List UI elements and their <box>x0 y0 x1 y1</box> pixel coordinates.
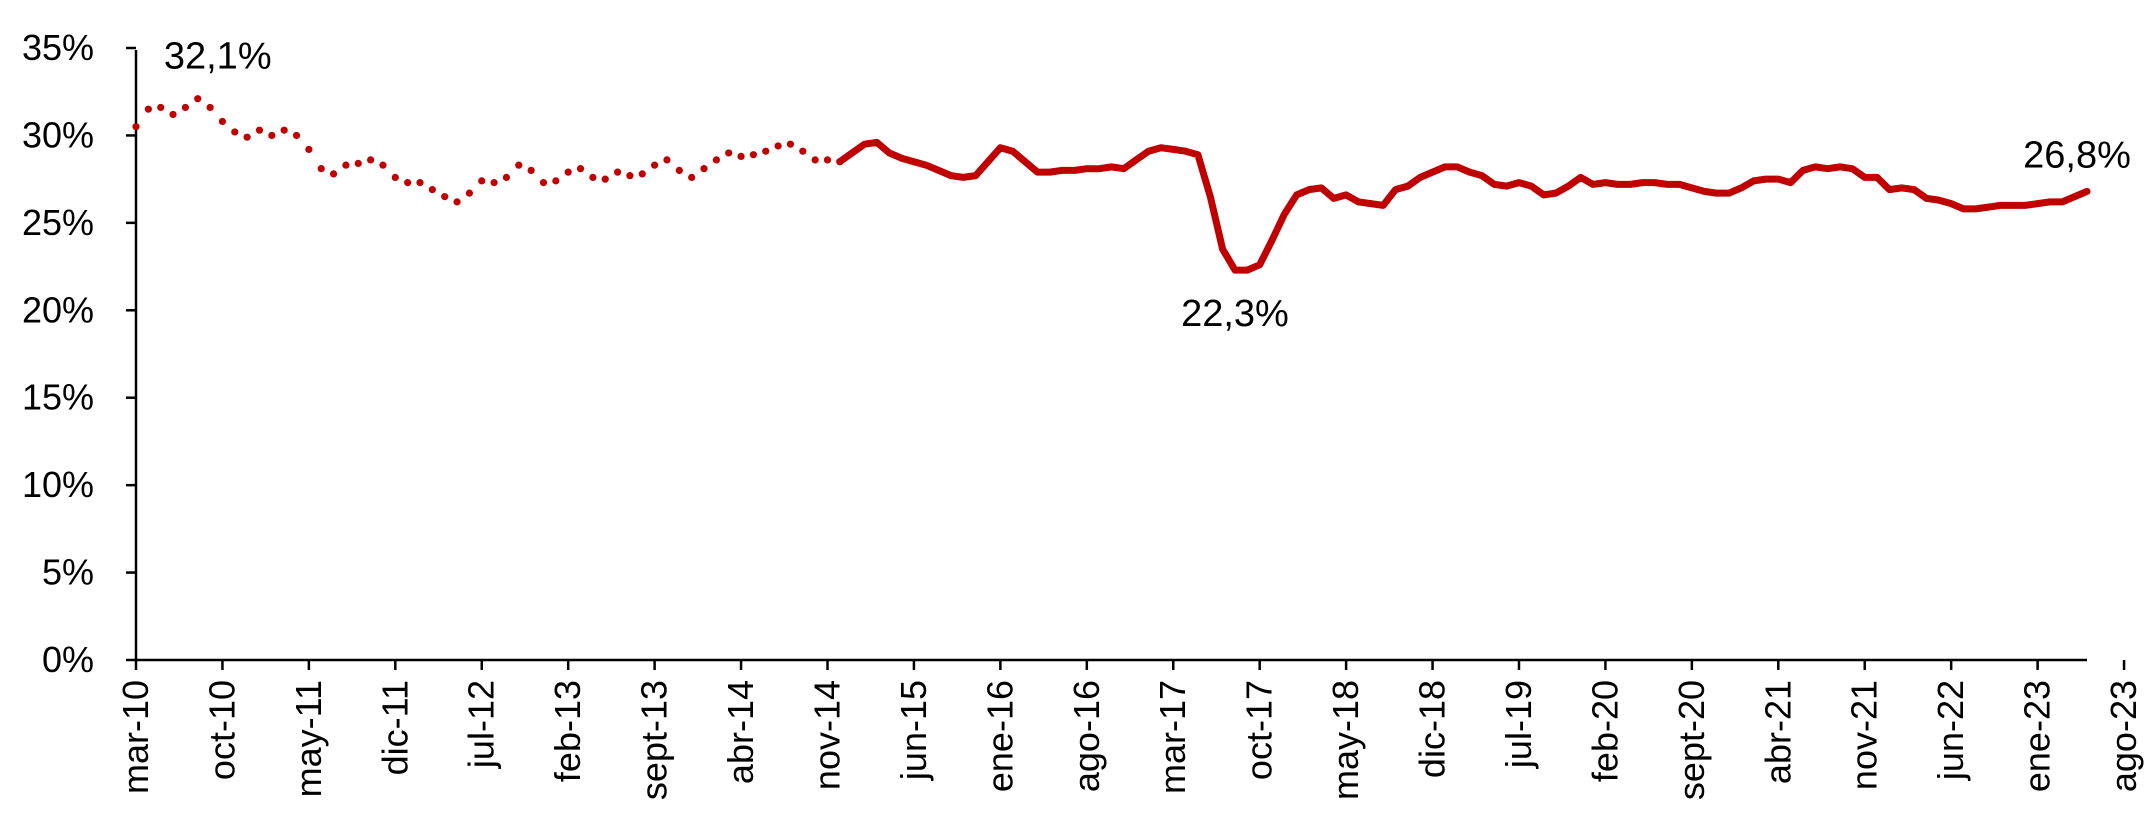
x-tick-label: oct-10 <box>201 680 242 780</box>
series-dotted-point <box>194 95 202 103</box>
y-tick-label: 10% <box>22 464 94 505</box>
series-dotted-point <box>255 126 264 134</box>
x-tick-label: may-11 <box>288 680 329 797</box>
y-tick-label: 0% <box>42 639 94 680</box>
x-tick-label: ago-16 <box>1066 680 1107 792</box>
series-dotted-point <box>206 103 214 112</box>
annotation-layer: 32,1% 22,3% 26,8% <box>164 36 2131 335</box>
series-dotted-point <box>700 165 708 173</box>
y-tick-label: 35% <box>22 27 94 68</box>
x-tick-label: feb-13 <box>547 680 588 782</box>
series-dotted-point <box>564 168 572 176</box>
series-dotted-point <box>354 159 362 168</box>
x-tick-label: nov-14 <box>806 680 847 790</box>
series-dotted-point <box>552 177 560 185</box>
series-layer <box>132 95 2091 274</box>
series-dotted-point <box>132 123 140 131</box>
x-tick-label: ene-16 <box>979 680 1020 792</box>
x-tick-label: jun-15 <box>893 680 934 781</box>
x-tick-label: abr-21 <box>1757 680 1798 784</box>
series-dotted-point <box>823 156 832 164</box>
series-dotted-point <box>181 103 189 112</box>
x-tick-label: sept-20 <box>1671 680 1712 800</box>
series-dotted-point <box>391 173 399 181</box>
x-tick-label: jun-22 <box>1930 680 1971 781</box>
x-axis-ticks: mar-10 oct-10 may-11 dic-11 jul-12 feb-13 sept… <box>115 660 2144 800</box>
y-tick-label: 30% <box>22 114 94 155</box>
series-dotted-point <box>268 131 276 140</box>
series-dotted-point <box>638 170 646 178</box>
x-tick-label: dic-11 <box>374 680 415 775</box>
series-dotted-point <box>416 179 424 187</box>
x-tick-label: abr-14 <box>720 680 761 784</box>
series-dotted-point <box>379 161 387 169</box>
series-dotted-point <box>490 179 498 187</box>
series-dotted-point <box>280 126 288 134</box>
series-dotted-point <box>613 168 622 176</box>
series-dotted-point <box>675 166 683 174</box>
series-dotted-point <box>515 161 523 169</box>
series-dotted-point <box>218 117 227 126</box>
series-dotted-point <box>342 161 350 169</box>
series-dotted-point <box>651 161 659 169</box>
x-tick-label: feb-20 <box>1584 680 1625 782</box>
series-dotted-point <box>453 198 461 206</box>
series-dotted-point <box>367 156 375 164</box>
series-solid-line <box>836 138 2091 274</box>
series-dotted-point <box>292 131 301 140</box>
series-dotted-point <box>737 152 745 161</box>
series-dotted-point <box>404 179 412 187</box>
y-axis-ticks: 0% 5% 10% 15% 20% 25% 30% 35% <box>22 27 136 680</box>
data-label: 26,8% <box>2023 134 2131 176</box>
series-dotted-point <box>231 128 239 136</box>
series-dotted-point <box>762 147 770 155</box>
series-dotted-point <box>144 105 152 113</box>
x-tick-label: sept-13 <box>634 680 675 800</box>
x-tick-label: nov-21 <box>1844 680 1885 790</box>
series-dotted-point <box>749 151 758 159</box>
series-dotted-point <box>539 179 548 187</box>
series-dotted-point <box>317 165 325 173</box>
x-tick-label: oct-17 <box>1239 680 1280 780</box>
series-dotted-point <box>589 173 597 181</box>
series-dotted-point <box>441 193 449 201</box>
series-dotted-point <box>786 140 795 148</box>
x-tick-label: ago-23 <box>2103 680 2144 792</box>
series-dotted-point <box>725 149 733 157</box>
series-dotted-point <box>688 173 696 181</box>
series-dotted-point <box>712 156 720 164</box>
series-dotted-point <box>576 165 585 173</box>
series-dotted-point <box>527 166 535 174</box>
x-tick-label: dic-18 <box>1412 680 1453 778</box>
series-dotted-point <box>601 175 609 183</box>
series-dotted-point <box>169 110 177 119</box>
series-dotted-point <box>305 145 313 154</box>
series-dotted-point <box>774 142 782 150</box>
y-tick-label: 5% <box>42 552 94 593</box>
x-tick-label: mar-10 <box>115 680 156 794</box>
series-dotted-point <box>811 156 819 164</box>
series-dotted-point <box>626 172 634 180</box>
x-tick-label: jul-19 <box>1498 680 1539 769</box>
y-tick-label: 20% <box>22 289 94 330</box>
series-dotted-point <box>478 177 486 185</box>
series-dotted-point <box>663 156 671 164</box>
y-tick-label: 25% <box>22 202 94 243</box>
x-tick-label: may-18 <box>1325 680 1366 800</box>
series-dotted-point <box>329 170 338 178</box>
series-dotted-point <box>799 147 807 155</box>
data-label: 22,3% <box>1181 293 1289 335</box>
series-dotted-point <box>502 173 511 181</box>
series-dotted-point <box>157 103 165 112</box>
data-label: 32,1% <box>164 36 272 78</box>
x-tick-label: ene-23 <box>2017 680 2058 792</box>
series-dotted-point <box>465 189 473 197</box>
x-tick-label: jul-12 <box>461 680 502 769</box>
y-tick-label: 15% <box>22 377 94 418</box>
x-tick-label: mar-17 <box>1152 680 1193 794</box>
series-dotted-point <box>243 133 251 141</box>
series-dotted-point <box>428 186 436 194</box>
